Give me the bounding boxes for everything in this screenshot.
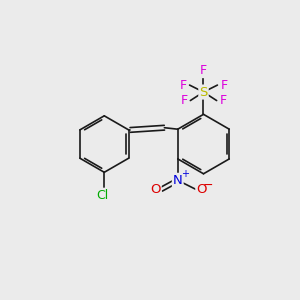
Text: N: N — [173, 174, 183, 187]
Text: +: + — [181, 169, 189, 179]
Text: −: − — [203, 179, 214, 192]
Text: F: F — [220, 94, 227, 107]
Text: F: F — [180, 94, 188, 107]
Text: F: F — [200, 64, 207, 77]
Text: O: O — [196, 183, 207, 196]
Text: S: S — [199, 85, 208, 98]
Text: O: O — [150, 183, 161, 196]
Text: Cl: Cl — [97, 189, 109, 202]
Text: F: F — [179, 79, 187, 92]
Text: F: F — [220, 79, 227, 92]
